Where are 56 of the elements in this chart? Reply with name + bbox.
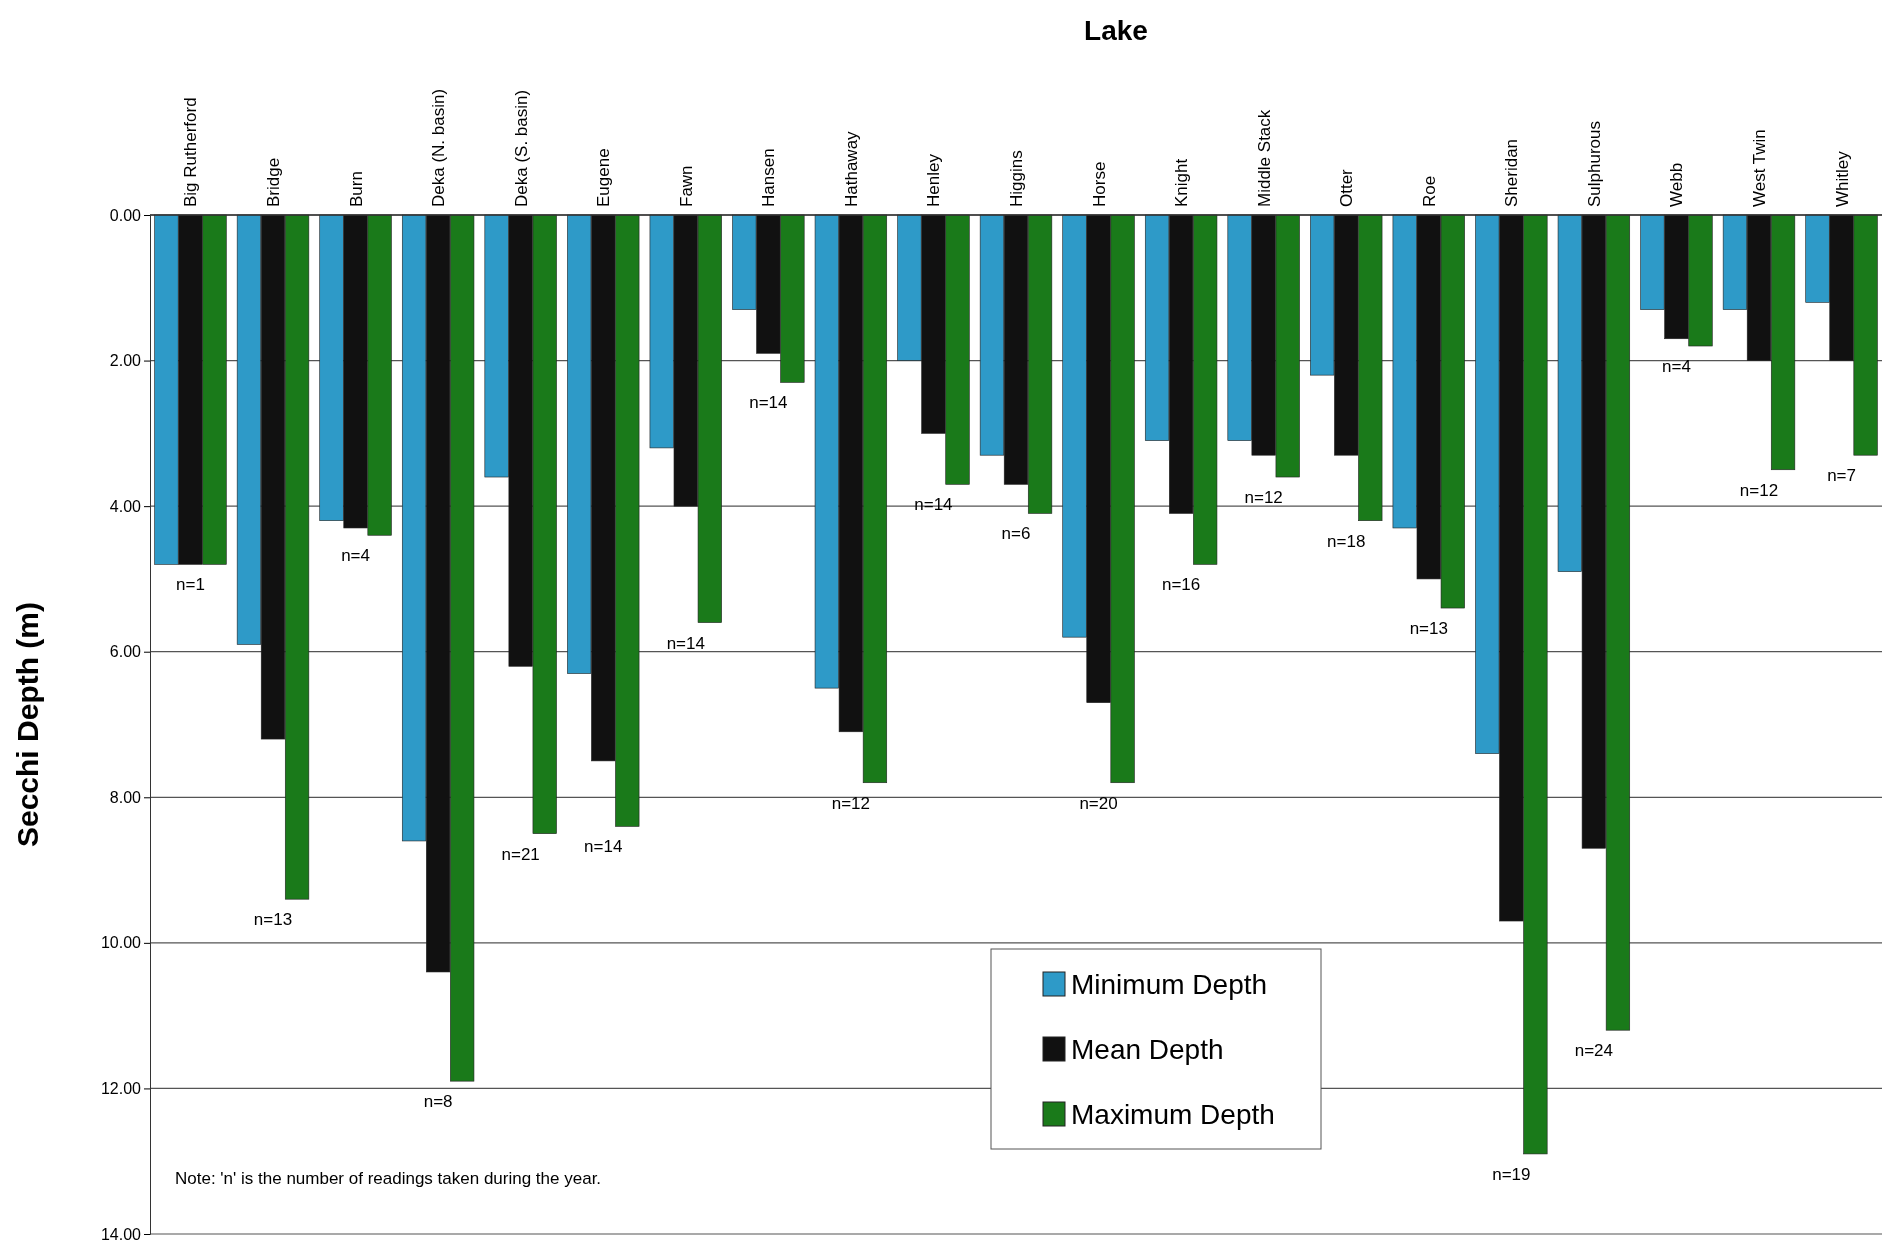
x-tick-label: Henley — [924, 153, 944, 207]
y-tick-label: 0.00 — [109, 206, 142, 224]
annotation: n=13 — [253, 910, 293, 930]
x-tick-label: Eugene — [594, 148, 614, 207]
x-tick-label: West Twin — [1749, 129, 1769, 207]
annotation: n=4 — [341, 546, 370, 566]
annotation: n=24 — [1574, 1041, 1614, 1061]
annotation: n=12 — [1739, 480, 1779, 500]
x-tick-label: Higgins — [1006, 150, 1026, 207]
annotation: n=14 — [914, 495, 953, 515]
x-tick-label: Hansen — [759, 148, 779, 207]
annotation: n=14 — [666, 633, 705, 653]
x-tick-label: Roe — [1419, 175, 1439, 207]
annotation: n=18 — [1327, 531, 1366, 551]
y-tick-label: 12.00 — [100, 1080, 142, 1098]
x-tick-label: Sulphurous — [1584, 120, 1604, 207]
annotation: n=7 — [1827, 466, 1856, 486]
x-tick-label: Otter — [1337, 168, 1357, 207]
y-tick-label: 10.00 — [100, 934, 142, 952]
legend-label: Minimum Depth — [1071, 968, 1268, 1000]
annotation: n=1 — [176, 575, 205, 595]
x-tick-label: Horse — [1089, 161, 1109, 207]
annotation: n=8 — [423, 1092, 453, 1112]
annotation: n=13 — [1409, 619, 1448, 639]
annotation: n=6 — [1001, 524, 1031, 544]
x-axis-title: Lake — [1084, 15, 1148, 46]
x-tick-label: Sheridan — [1502, 138, 1522, 207]
annotation: n=14 — [749, 393, 788, 413]
annotation: n=21 — [501, 844, 540, 864]
annotation: n=20 — [1079, 793, 1118, 813]
x-tick-label: Hathaway — [841, 130, 861, 207]
y-tick-label: 14.00 — [100, 1225, 142, 1243]
y-tick-label: 2.00 — [109, 352, 142, 370]
x-tick-label: Bridge — [263, 157, 283, 207]
x-tick-label: Webb — [1667, 162, 1687, 207]
annotation: Note: 'n' is the number of readings taken during the year. — [175, 1169, 602, 1188]
annotation: n=19 — [1492, 1164, 1531, 1184]
annotation: n=14 — [584, 837, 623, 857]
x-tick-label: Knight — [1172, 158, 1192, 207]
y-tick-label: 4.00 — [109, 497, 142, 515]
x-tick-label: Whitley — [1832, 150, 1852, 207]
annotation: n=12 — [831, 793, 871, 813]
x-tick-label: Big Rutherford — [181, 97, 201, 207]
y-axis-title: Secchi Depth (m) — [11, 601, 44, 848]
annotation: n=12 — [1244, 488, 1283, 508]
legend-label: Mean Depth — [1071, 1033, 1224, 1065]
x-tick-label: Deka (S. basin) — [511, 89, 531, 207]
x-tick-label: Burn — [346, 171, 366, 207]
annotation: n=4 — [1662, 357, 1691, 377]
y-tick-label: 8.00 — [109, 788, 142, 806]
x-tick-label: Deka (N. basin) — [429, 88, 449, 207]
x-tick-label: Fawn — [676, 165, 696, 207]
y-tick-label: 6.00 — [109, 643, 142, 661]
legend-label: Maximum Depth — [1071, 1098, 1275, 1130]
annotation: n=16 — [1161, 575, 1201, 595]
x-tick-label: Middle Stack — [1254, 109, 1274, 207]
